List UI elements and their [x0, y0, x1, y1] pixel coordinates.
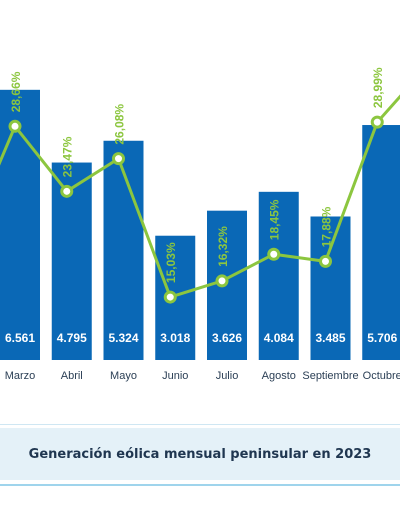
share-point — [60, 184, 74, 198]
share-value-label: 28,99% — [371, 67, 385, 108]
bar-value-label: 5.324 — [108, 331, 138, 345]
share-value-label: 28,66% — [9, 71, 23, 112]
share-value-label: 15,03% — [164, 242, 178, 283]
bar-value-label: 6.561 — [5, 331, 35, 345]
caption-band: Generación eólica mensual peninsular en … — [0, 428, 400, 480]
share-value-label: 26,08% — [113, 104, 127, 145]
bar-value-label: 3.485 — [315, 331, 345, 345]
bar-value-label: 4.084 — [264, 331, 294, 345]
bar-value-label: 3.626 — [212, 331, 242, 345]
bar-agosto — [258, 191, 299, 360]
bar-julio — [207, 210, 247, 360]
share-value-label: 23,47% — [61, 136, 75, 177]
caption-top-rule — [0, 424, 400, 425]
x-tick-label: Junio — [162, 370, 188, 382]
share-point — [319, 254, 332, 268]
x-tick-label: Octubre — [363, 370, 400, 382]
share-value-label: 17,88% — [320, 206, 334, 247]
bar-value-label: 3.018 — [160, 331, 190, 345]
bar-mayo — [103, 140, 144, 360]
share-point — [8, 119, 22, 133]
share-value-label: 16,32% — [216, 226, 230, 267]
caption-bottom-rule — [0, 484, 400, 486]
x-tick-label: Mayo — [110, 370, 137, 382]
bar-value-label: 4.795 — [57, 331, 87, 345]
x-tick-label: Agosto — [262, 370, 296, 382]
share-point — [163, 290, 177, 304]
bar-value-label: 5.706 — [367, 331, 397, 345]
share-point — [267, 247, 281, 261]
x-tick-label: Abril — [61, 370, 83, 382]
share-point — [112, 152, 125, 166]
bars-layer — [0, 89, 400, 360]
x-tick-label: Marzo — [5, 370, 36, 382]
wind-generation-chart: 6.561 Marzo 4.795 Abril 5.324 Mayo 3.018 Junio 3… — [0, 67, 400, 382]
share-line-layer — [0, 94, 400, 304]
share-line — [0, 94, 400, 299]
chart-caption: Generación eólica mensual peninsular en … — [28, 446, 372, 462]
share-value-label: 18,45% — [268, 199, 282, 240]
bar-septiembre — [310, 216, 351, 360]
share-point — [215, 274, 229, 288]
share-point — [370, 115, 384, 129]
x-tick-label: Julio — [216, 370, 239, 382]
labels-layer: 6.561 Marzo 4.795 Abril 5.324 Mayo 3.018 Junio 3… — [5, 67, 400, 382]
x-tick-label: Septiembre — [302, 370, 358, 382]
bar-octubre — [362, 125, 400, 360]
